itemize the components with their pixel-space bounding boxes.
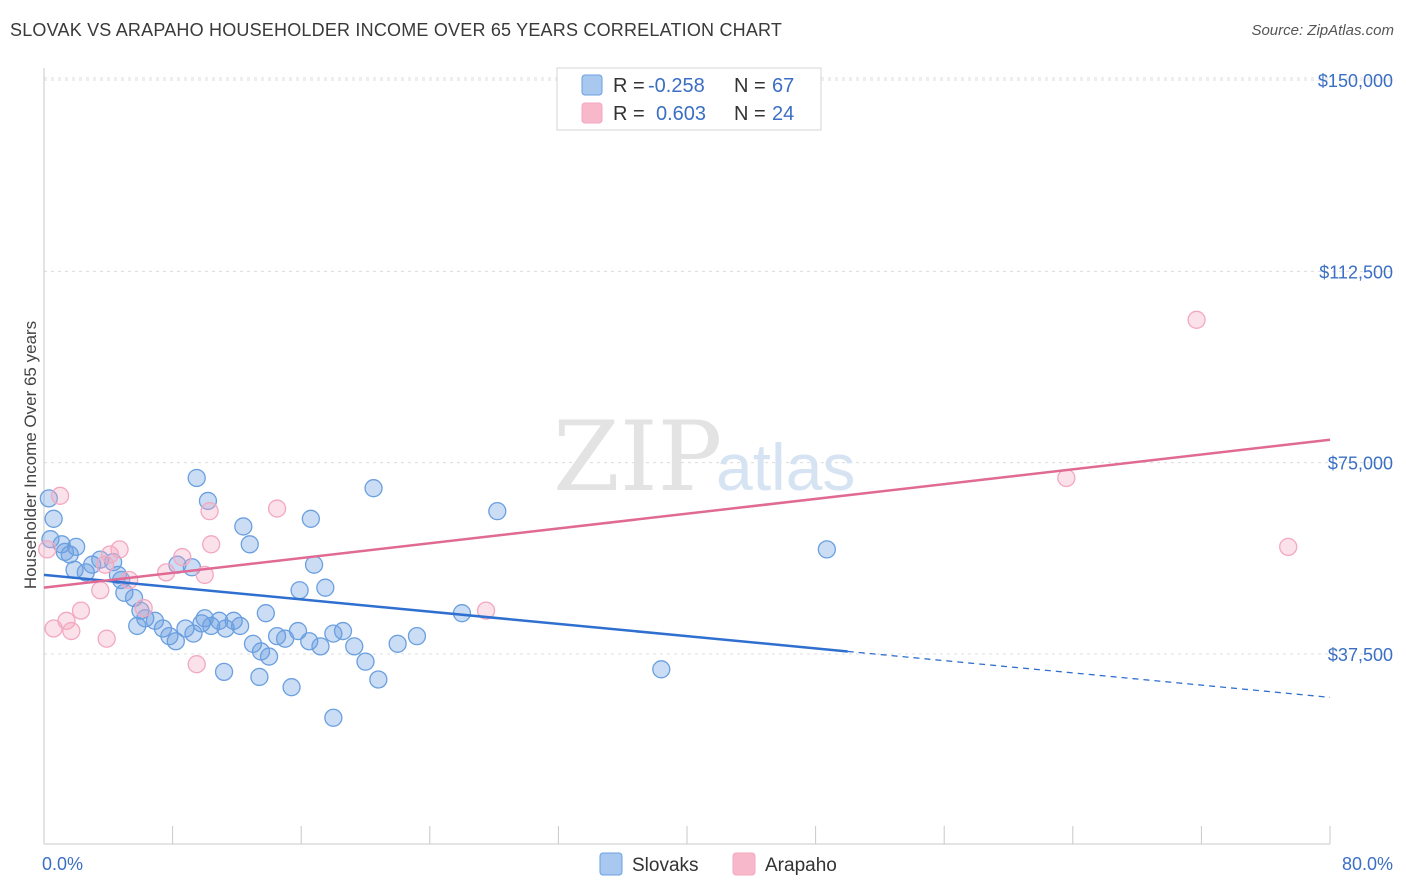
point-arapaho-8 [100,545,120,564]
point-slovaks-54 [316,578,335,597]
point-arapaho-7 [95,555,115,574]
trend-line-slovaks [43,573,848,653]
point-arapaho-14 [173,547,192,567]
point-arapaho-18 [187,655,206,674]
y-axis-label: Householder Income Over 65 years [21,321,40,589]
point-arapaho-22 [1057,468,1076,488]
trend-line-arapaho [43,438,1331,589]
y-tick-label-3: $150,000 [1318,71,1393,91]
legend-n-value-slovaks: 67 [772,75,794,97]
bottom-legend-label-slovaks: Slovaks [632,855,699,876]
y-tick-label-2: $112,500 [1319,262,1393,282]
point-slovaks-53 [290,581,309,600]
x-tick-labels: 0.0% 80.0% [42,854,1393,874]
point-arapaho-20 [476,601,496,620]
point-slovaks-39 [311,637,330,656]
point-arapaho-19 [267,499,287,518]
point-arapaho-0 [38,540,57,559]
data-points [38,310,1298,727]
point-arapaho-3 [57,611,76,630]
x-tick-label-max: 80.0% [1342,854,1393,874]
point-slovaks-60 [388,634,407,653]
point-arapaho-21 [1187,310,1206,329]
point-slovaks-56 [214,662,234,682]
legend-swatch-arapaho [581,102,603,124]
point-arapaho-9 [110,540,129,559]
watermark-zip: ZIP [553,401,722,513]
point-slovaks-43 [356,652,375,671]
point-slovaks-44 [369,670,388,689]
point-arapaho-10 [97,629,116,648]
point-slovaks-37 [288,621,308,641]
watermark: ZIP atlas [553,401,855,513]
point-slovaks-1 [44,509,63,528]
point-slovaks-4 [55,542,75,562]
point-slovaks-34 [259,647,279,666]
point-slovaks-57 [250,667,269,687]
point-arapaho-4 [62,621,81,641]
point-slovaks-18 [128,616,147,636]
legend-n-label-slovaks: N = [734,75,766,97]
legend-r-value-slovaks: -0.258 [648,75,705,97]
y-tick-labels: $37,500 $75,000 $112,500 $150,000 [1318,71,1393,665]
grid-lines [44,77,1394,655]
legend-n-label-arapaho: N = [734,103,766,125]
point-arapaho-17 [200,501,219,521]
point-arapaho-1 [50,486,70,505]
bottom-legend: Slovaks Arapaho [599,852,837,876]
point-slovaks-42 [345,637,364,656]
legend-r-value-arapaho: 0.603 [656,103,706,125]
point-slovaks-49 [301,509,320,528]
bottom-legend-swatch-slovaks [599,852,623,876]
watermark-atlas: atlas [716,430,855,504]
point-slovaks-51 [488,501,507,521]
legend-swatch-slovaks [581,74,603,96]
legend-r-label-arapaho: R = [613,103,645,125]
point-slovaks-62 [652,660,671,679]
point-slovaks-63 [817,540,837,559]
bottom-legend-label-arapaho: Arapaho [765,855,837,876]
point-arapaho-23 [1279,537,1298,557]
legend-r-label-slovaks: R = [613,75,645,97]
point-slovaks-59 [324,708,343,727]
point-arapaho-5 [71,601,91,620]
point-slovaks-2 [41,530,60,549]
point-slovaks-41 [333,621,353,641]
point-slovaks-52 [304,555,324,574]
point-arapaho-6 [91,581,110,600]
legend-n-value-arapaho: 24 [772,103,794,125]
point-arapaho-12 [134,598,153,618]
axes [43,68,1331,845]
x-tick-label-min: 0.0% [42,854,83,874]
y-tick-label-0: $37,500 [1328,645,1393,665]
point-slovaks-0 [39,489,58,508]
chart-source: Source: ZipAtlas.com [1251,22,1394,39]
point-slovaks-61 [407,626,427,646]
point-slovaks-50 [364,479,383,498]
point-slovaks-45 [187,468,206,488]
point-arapaho-16 [202,535,221,554]
legend-box: R = -0.258 N = 67 R = 0.603 N = 24 [556,67,822,131]
point-slovaks-22 [166,632,185,651]
trend-lines [43,438,1331,699]
point-slovaks-38 [300,632,319,651]
point-slovaks-6 [67,537,86,557]
trend-line-extension-slovaks [847,650,1331,699]
point-slovaks-47 [234,517,253,536]
y-tick-label-1: $75,000 [1328,454,1393,474]
point-slovaks-31 [230,616,250,636]
point-slovaks-48 [240,535,259,554]
bottom-legend-swatch-arapaho [732,852,756,876]
point-slovaks-55 [256,604,275,623]
chart-title: SLOVAK VS ARAPAHO HOUSEHOLDER INCOME OVE… [10,20,783,40]
point-arapaho-11 [120,570,139,590]
point-slovaks-58 [282,678,301,697]
